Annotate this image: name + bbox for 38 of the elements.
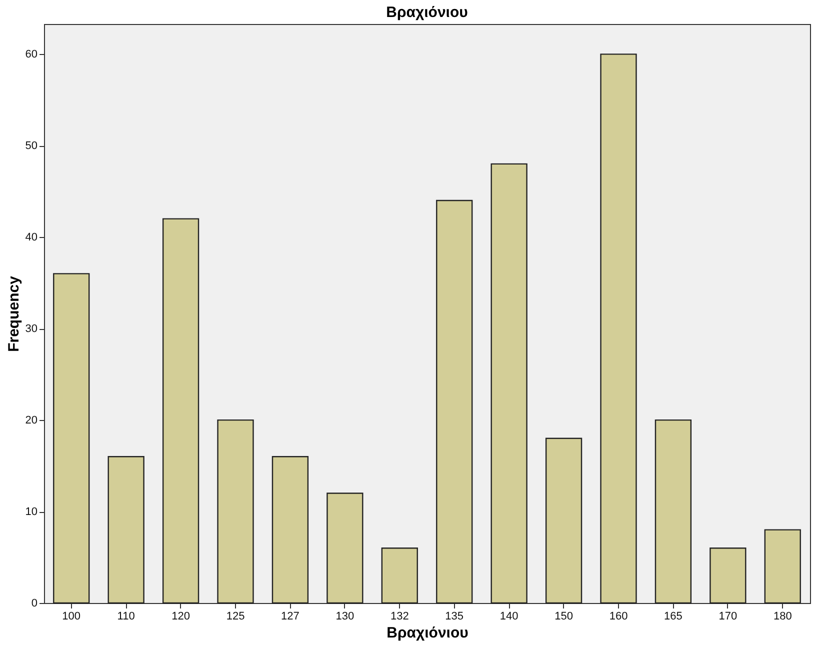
x-tick-label: 120 xyxy=(172,610,190,622)
bar xyxy=(710,548,746,604)
x-tick-label: 180 xyxy=(773,610,792,622)
chart-title: Βραχιόνιου xyxy=(386,4,468,21)
y-tick-label: 60 xyxy=(25,48,38,61)
x-tick-label: 125 xyxy=(226,610,245,622)
y-axis-title: Frequency xyxy=(5,275,22,352)
bar xyxy=(217,419,254,604)
bar xyxy=(600,54,637,604)
x-axis-title: Βραχιόνιου xyxy=(386,624,469,642)
x-tick-label: 160 xyxy=(609,610,628,622)
bar xyxy=(53,273,90,604)
y-tick-label: 30 xyxy=(25,323,38,336)
y-tick-label: 0 xyxy=(31,598,38,610)
y-tick-label: 40 xyxy=(25,232,38,244)
x-tick-label: 150 xyxy=(554,610,573,622)
x-tick-label: 100 xyxy=(62,610,81,622)
x-tick-label: 135 xyxy=(445,610,464,622)
bar xyxy=(108,456,144,604)
bar xyxy=(381,548,418,604)
x-tick-label: 130 xyxy=(336,610,354,622)
x-tick-label: 165 xyxy=(664,610,682,622)
y-tick-label: 50 xyxy=(25,140,38,152)
x-tick-label: 132 xyxy=(390,610,409,622)
x-tick-label: 127 xyxy=(281,610,300,622)
x-tick-label: 170 xyxy=(718,610,738,622)
bar xyxy=(436,200,473,604)
x-tick-label: 140 xyxy=(500,610,518,622)
y-tick-label: 10 xyxy=(25,506,38,518)
x-tick-label: 110 xyxy=(117,610,135,622)
bar xyxy=(326,492,364,604)
bar xyxy=(764,529,801,604)
bar xyxy=(272,456,309,604)
bar xyxy=(654,419,692,604)
bar xyxy=(490,163,528,604)
bar xyxy=(162,218,200,604)
y-tick-label: 20 xyxy=(25,414,38,427)
bar xyxy=(545,438,582,604)
